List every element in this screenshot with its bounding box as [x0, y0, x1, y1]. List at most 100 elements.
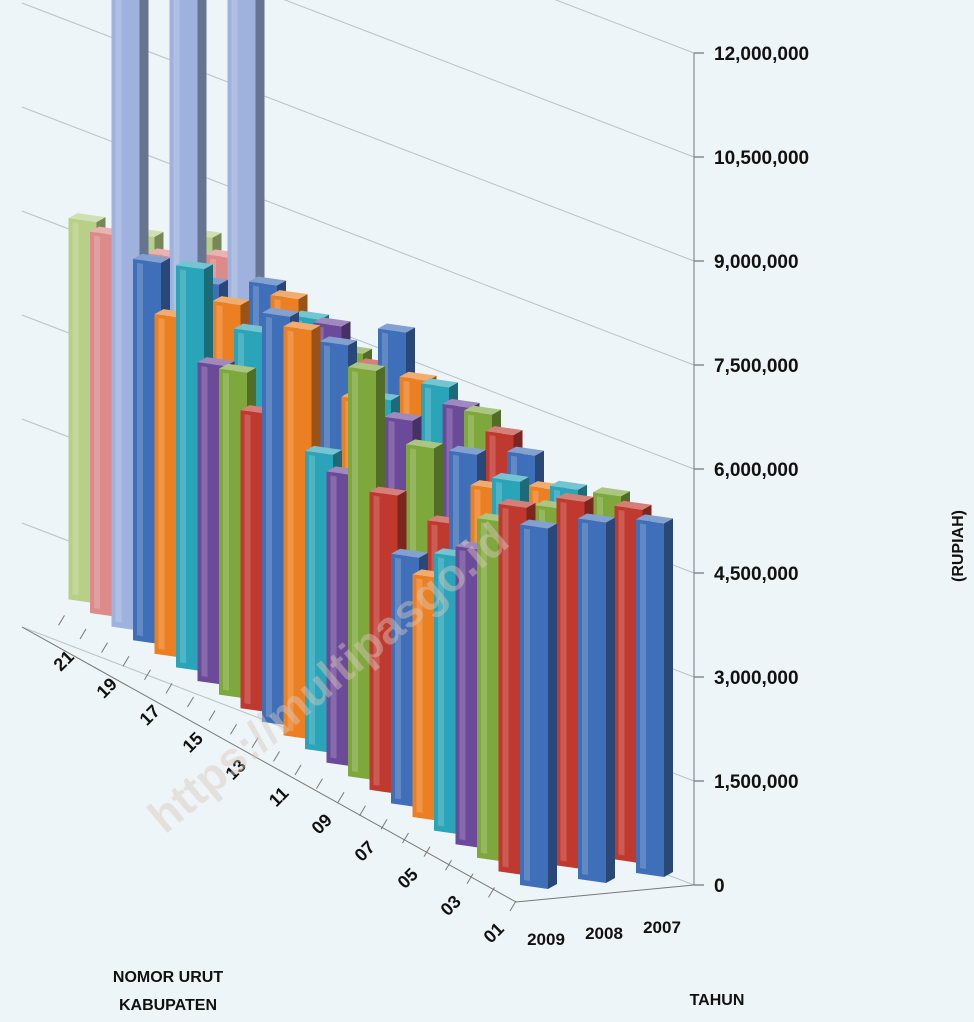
- y-tick-label: 12,000,000: [714, 44, 809, 65]
- bar-top: [292, 310, 329, 320]
- bar-top: [399, 371, 437, 381]
- bar-top: [593, 487, 630, 497]
- x-tick-label: 03: [437, 891, 465, 919]
- bar-highlight: [223, 372, 229, 691]
- bar-side: [664, 518, 673, 877]
- bar-highlight: [502, 507, 509, 868]
- gridline: [554, 0, 695, 54]
- x-tick-mark: [509, 900, 517, 912]
- bar-top: [378, 323, 415, 333]
- x-tick-label: 07: [351, 837, 379, 865]
- labels: 0 1,500,000 3,000,000 4,500,000 6,000,000 7,5…: [50, 44, 809, 949]
- x-tick-mark: [423, 846, 431, 857]
- bar-top: [68, 213, 106, 223]
- bar-top: [197, 357, 235, 367]
- bar-face: [90, 231, 118, 617]
- y-tick-label: 3,000,000: [714, 668, 799, 689]
- bar-highlight: [352, 371, 358, 773]
- x-tick-mark: [402, 832, 409, 844]
- bar-top: [614, 500, 652, 510]
- bar-face: [283, 326, 312, 740]
- x-tick-mark: [144, 669, 151, 681]
- bar-face: [391, 553, 419, 808]
- bar-highlight: [373, 495, 380, 786]
- bar-side: [548, 523, 557, 889]
- bar-highlight: [180, 269, 186, 664]
- x-tick-mark: [122, 655, 130, 667]
- x-tick-mark: [488, 887, 495, 898]
- bar-highlight: [287, 330, 294, 732]
- bar: [520, 519, 557, 889]
- bar-highlight: [640, 523, 646, 869]
- bar-highlight: [94, 235, 100, 609]
- bar-highlight: [459, 550, 466, 841]
- y-tick-label: 1,500,000: [714, 772, 799, 793]
- gridline: [283, 0, 695, 158]
- x-tick-mark: [165, 683, 173, 694]
- bar-highlight: [244, 414, 251, 705]
- bar-face: [262, 312, 290, 726]
- bar-top: [550, 480, 587, 490]
- bar-highlight: [115, 0, 122, 623]
- bar-top: [348, 362, 385, 372]
- bar-highlight: [330, 475, 337, 759]
- bar-top: [406, 439, 443, 449]
- bar-top: [270, 290, 308, 300]
- x-tick-mark: [337, 791, 345, 803]
- bar-face: [477, 518, 505, 862]
- bar-top: [212, 296, 250, 306]
- bar-top: [219, 363, 256, 373]
- x-tick-label: 19: [93, 674, 121, 702]
- bar-highlight: [158, 318, 165, 650]
- z-axis-line: [515, 884, 695, 903]
- bar-highlight: [266, 316, 272, 718]
- bar-top: [442, 398, 480, 408]
- bar-top: [391, 548, 428, 558]
- x-tick-label: 11: [265, 783, 293, 811]
- bar-highlight: [560, 501, 567, 862]
- x-tick-mark: [316, 778, 323, 789]
- x-tick-mark: [359, 805, 366, 817]
- bar-face: [240, 410, 269, 713]
- bar-face: [111, 0, 140, 631]
- x-axis-title-line2: KABUPATEN: [119, 997, 217, 1014]
- bar-top: [498, 498, 536, 508]
- bar-top: [464, 405, 501, 415]
- bar-face: [176, 265, 204, 672]
- bar-highlight: [582, 522, 588, 875]
- bar-face: [498, 503, 527, 876]
- bar-top: [305, 445, 342, 455]
- bar-face: [133, 258, 161, 645]
- bar-face: [434, 553, 462, 835]
- axes: [21, 52, 704, 912]
- y-tick-label: 10,500,000: [714, 148, 809, 169]
- bar-face: [412, 574, 441, 821]
- bar: [578, 513, 615, 883]
- x-tick-mark: [79, 628, 87, 640]
- bar-top: [320, 336, 357, 346]
- bar-top: [492, 472, 529, 482]
- x-tick-label: 17: [136, 701, 164, 729]
- bar-top: [507, 446, 544, 456]
- x-tick-label: 01: [480, 919, 508, 947]
- bar-top: [384, 411, 422, 421]
- x-tick-mark: [187, 696, 194, 708]
- bar: [636, 514, 673, 877]
- bar-face: [197, 362, 226, 685]
- x-tick-mark: [466, 873, 474, 885]
- y-tick-label: 9,000,000: [714, 252, 799, 273]
- x-tick-label: 05: [394, 864, 422, 892]
- x-tick-mark: [230, 723, 237, 735]
- x-tick-mark: [251, 737, 259, 749]
- bar-highlight: [438, 557, 444, 827]
- x-axis-title-line1: NOMOR URUT: [113, 969, 223, 986]
- bar-face: [348, 367, 376, 781]
- bar-highlight: [416, 578, 423, 813]
- x-tick-mark: [208, 710, 216, 721]
- y-axis-title: (RUPIAH): [950, 510, 967, 582]
- bar-highlight: [618, 509, 625, 856]
- x-tick-mark: [294, 764, 302, 776]
- x-tick-mark: [273, 751, 280, 762]
